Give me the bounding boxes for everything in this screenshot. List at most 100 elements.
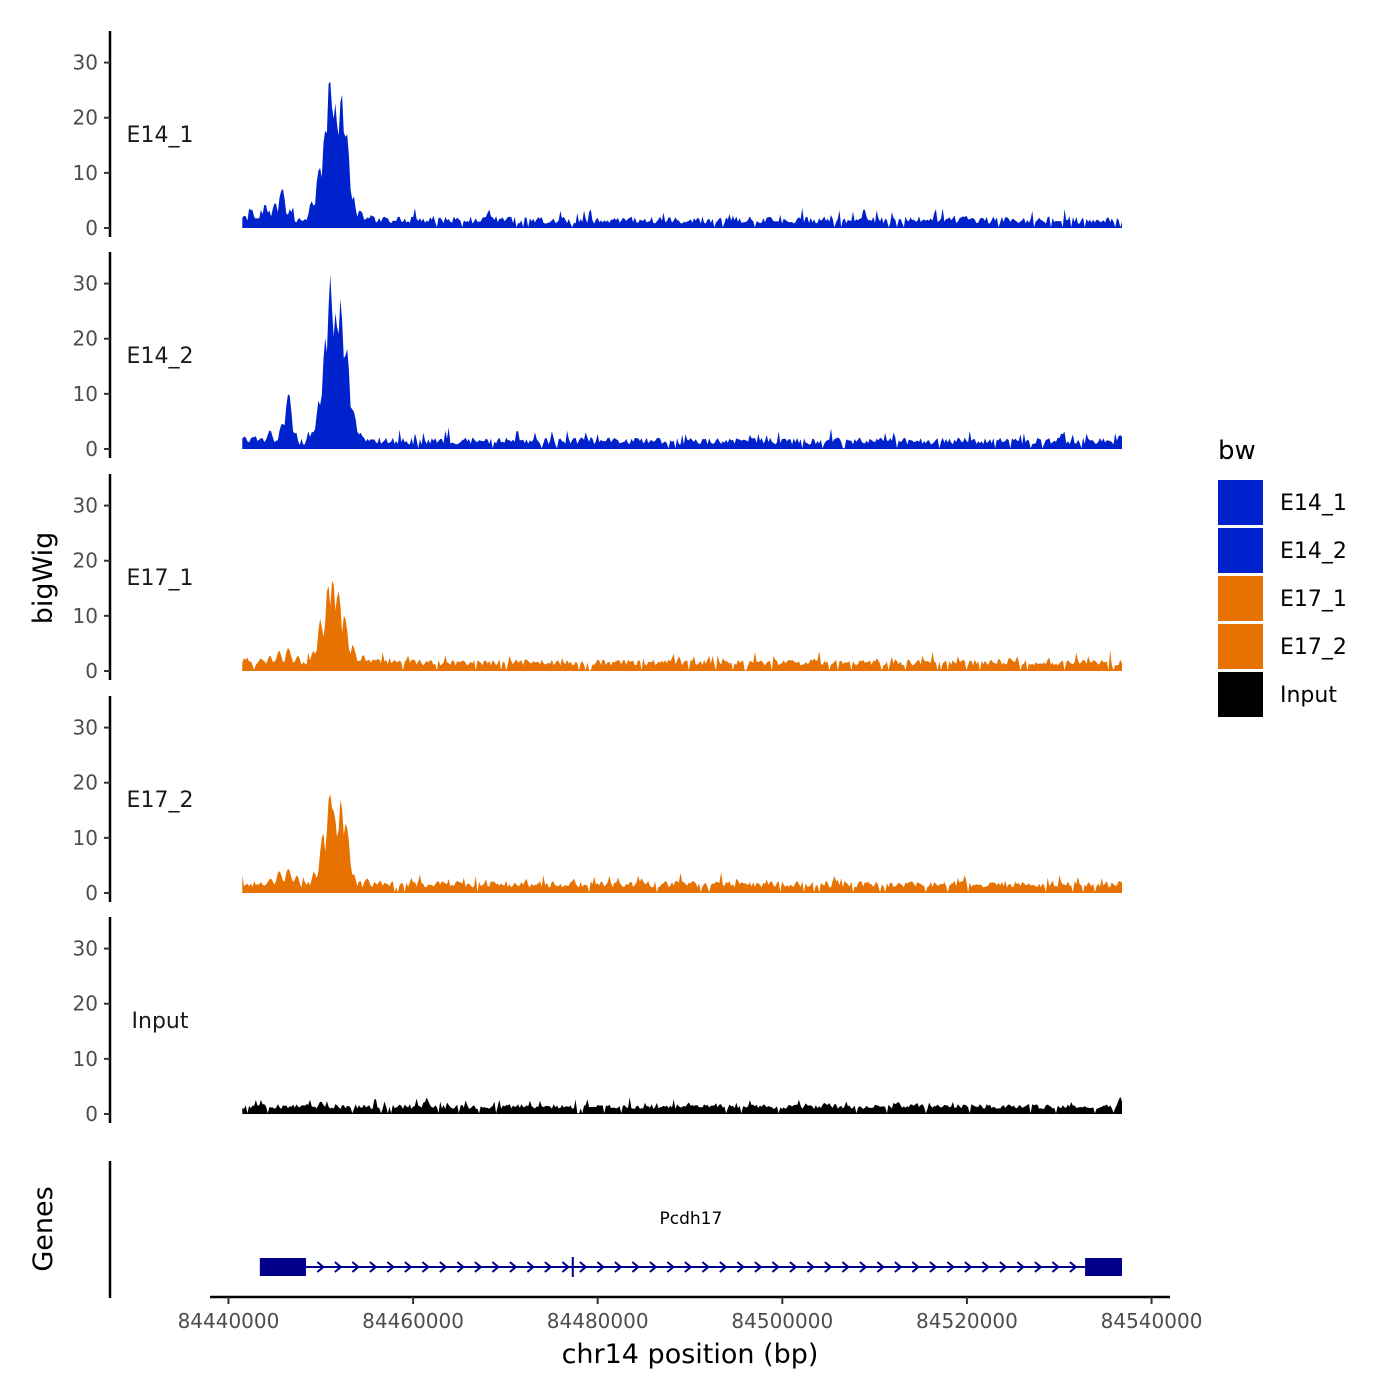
strand-arrow xyxy=(439,1261,448,1273)
y-tick-label: 0 xyxy=(85,216,98,240)
y-tick-label: 10 xyxy=(73,382,98,406)
legend-label: E14_1 xyxy=(1280,491,1347,516)
strand-arrow xyxy=(649,1261,658,1273)
y-axis-title: bigWig xyxy=(28,532,59,625)
strand-arrow xyxy=(316,1261,325,1273)
y-tick-label: 30 xyxy=(73,272,98,296)
strand-arrow xyxy=(509,1261,518,1273)
legend-swatch-Input xyxy=(1218,672,1263,717)
coverage-tracks: 0 10 20 30 E14_1 0 10 20 30 E14_2 0 10 20 30 E17_1 0 10 2… xyxy=(73,31,1123,1126)
strand-arrow xyxy=(579,1261,588,1273)
y-tick-label: 0 xyxy=(85,659,98,683)
x-tick-label: 84540000 xyxy=(1101,1309,1203,1333)
strand-arrow xyxy=(911,1261,920,1273)
strand-arrow xyxy=(946,1261,955,1273)
track-E17_1: 0 10 20 30 E17_1 xyxy=(73,474,1123,683)
strand-arrow xyxy=(981,1261,990,1273)
strand-arrow xyxy=(789,1261,798,1273)
track-E17_2: 0 10 20 30 E17_2 xyxy=(73,696,1123,905)
x-axis-title: chr14 position (bp) xyxy=(562,1339,819,1370)
y-tick-label: 10 xyxy=(73,604,98,628)
y-tick-label: 0 xyxy=(85,1102,98,1126)
legend-swatch-E14_1 xyxy=(1218,480,1263,525)
legend-label: Input xyxy=(1280,683,1337,708)
legend-swatch-E17_1 xyxy=(1218,576,1263,621)
strand-arrow xyxy=(369,1261,378,1273)
strand-arrow xyxy=(614,1261,623,1273)
legend-label: E14_2 xyxy=(1280,539,1347,564)
y-tick-label: 10 xyxy=(73,161,98,185)
track-E14_1: 0 10 20 30 E14_1 xyxy=(73,31,1123,240)
track-E14_2: 0 10 20 30 E14_2 xyxy=(73,252,1123,461)
legend: bw E14_1 E14_2 E17_1 E17_2 Input xyxy=(1218,436,1347,717)
y-tick-label: 30 xyxy=(73,494,98,518)
legend-swatch-E14_2 xyxy=(1218,528,1263,573)
legend-title: bw xyxy=(1218,436,1256,466)
x-ticks: 84440000 84460000 84480000 84500000 84520000… xyxy=(178,1297,1203,1333)
gene-Pcdh17: Pcdh17 xyxy=(259,1209,1122,1277)
coverage-area-E14_1 xyxy=(242,81,1123,228)
strand-arrow xyxy=(859,1261,868,1273)
strand-arrow xyxy=(386,1261,395,1273)
y-tick-label: 20 xyxy=(73,992,98,1016)
strand-arrow xyxy=(596,1261,605,1273)
strand-arrow xyxy=(771,1261,780,1273)
y-tick-label: 20 xyxy=(73,771,98,795)
y-tick-label: 10 xyxy=(73,826,98,850)
x-tick-label: 84520000 xyxy=(916,1309,1018,1333)
legend-items: E14_1 E14_2 E17_1 E17_2 Input xyxy=(1218,480,1347,717)
legend-label: E17_2 xyxy=(1280,635,1347,660)
y-tick-label: 30 xyxy=(73,51,98,75)
y-tick-label: 20 xyxy=(73,327,98,351)
strand-arrow xyxy=(999,1261,1008,1273)
track-label: E17_2 xyxy=(127,788,194,813)
strand-arrow xyxy=(631,1261,640,1273)
strand-arrow xyxy=(334,1261,343,1273)
strand-arrow xyxy=(666,1261,675,1273)
strand-arrow xyxy=(684,1261,693,1273)
strand-arrow xyxy=(561,1261,570,1273)
y-tick-label: 10 xyxy=(73,1047,98,1071)
y-tick-label: 0 xyxy=(85,881,98,905)
strand-arrow xyxy=(701,1261,710,1273)
strand-arrow xyxy=(404,1261,413,1273)
gene-label: Pcdh17 xyxy=(660,1209,723,1229)
y-tick-label: 30 xyxy=(73,937,98,961)
y-tick-label: 0 xyxy=(85,437,98,461)
track-label: Input xyxy=(132,1009,189,1034)
legend-swatch-E17_2 xyxy=(1218,624,1263,669)
strand-arrow xyxy=(421,1261,430,1273)
strand-arrow xyxy=(824,1261,833,1273)
strand-arrow xyxy=(806,1261,815,1273)
gene-exon xyxy=(1085,1258,1122,1276)
coverage-area-Input xyxy=(242,1096,1123,1114)
strand-arrow xyxy=(719,1261,728,1273)
strand-arrow xyxy=(491,1261,500,1273)
strand-arrow xyxy=(894,1261,903,1273)
strand-arrow xyxy=(1016,1261,1025,1273)
strand-arrow xyxy=(754,1261,763,1273)
strand-arrow xyxy=(351,1261,360,1273)
coverage-area-E17_1 xyxy=(242,580,1123,671)
track-label: E17_1 xyxy=(127,566,194,591)
genes-axis-title: Genes xyxy=(28,1186,59,1271)
gene-models: Pcdh17 xyxy=(259,1209,1122,1277)
strand-arrow xyxy=(876,1261,885,1273)
x-tick-label: 84460000 xyxy=(362,1309,464,1333)
track-label: E14_2 xyxy=(127,344,194,369)
strand-arrow xyxy=(1051,1261,1060,1273)
x-tick-label: 84440000 xyxy=(178,1309,280,1333)
strand-arrow xyxy=(736,1261,745,1273)
x-tick-label: 84480000 xyxy=(547,1309,649,1333)
coverage-area-E17_2 xyxy=(242,793,1123,893)
strand-arrow xyxy=(456,1261,465,1273)
x-tick-label: 84500000 xyxy=(731,1309,833,1333)
strand-arrow xyxy=(544,1261,553,1273)
x-axis: 84440000 84460000 84480000 84500000 84520000… xyxy=(178,1295,1203,1370)
strand-arrow xyxy=(929,1261,938,1273)
strand-arrow xyxy=(474,1261,483,1273)
strand-arrow xyxy=(841,1261,850,1273)
strand-arrow xyxy=(964,1261,973,1273)
genes-panel: Genes Pcdh17 xyxy=(28,1161,1122,1298)
